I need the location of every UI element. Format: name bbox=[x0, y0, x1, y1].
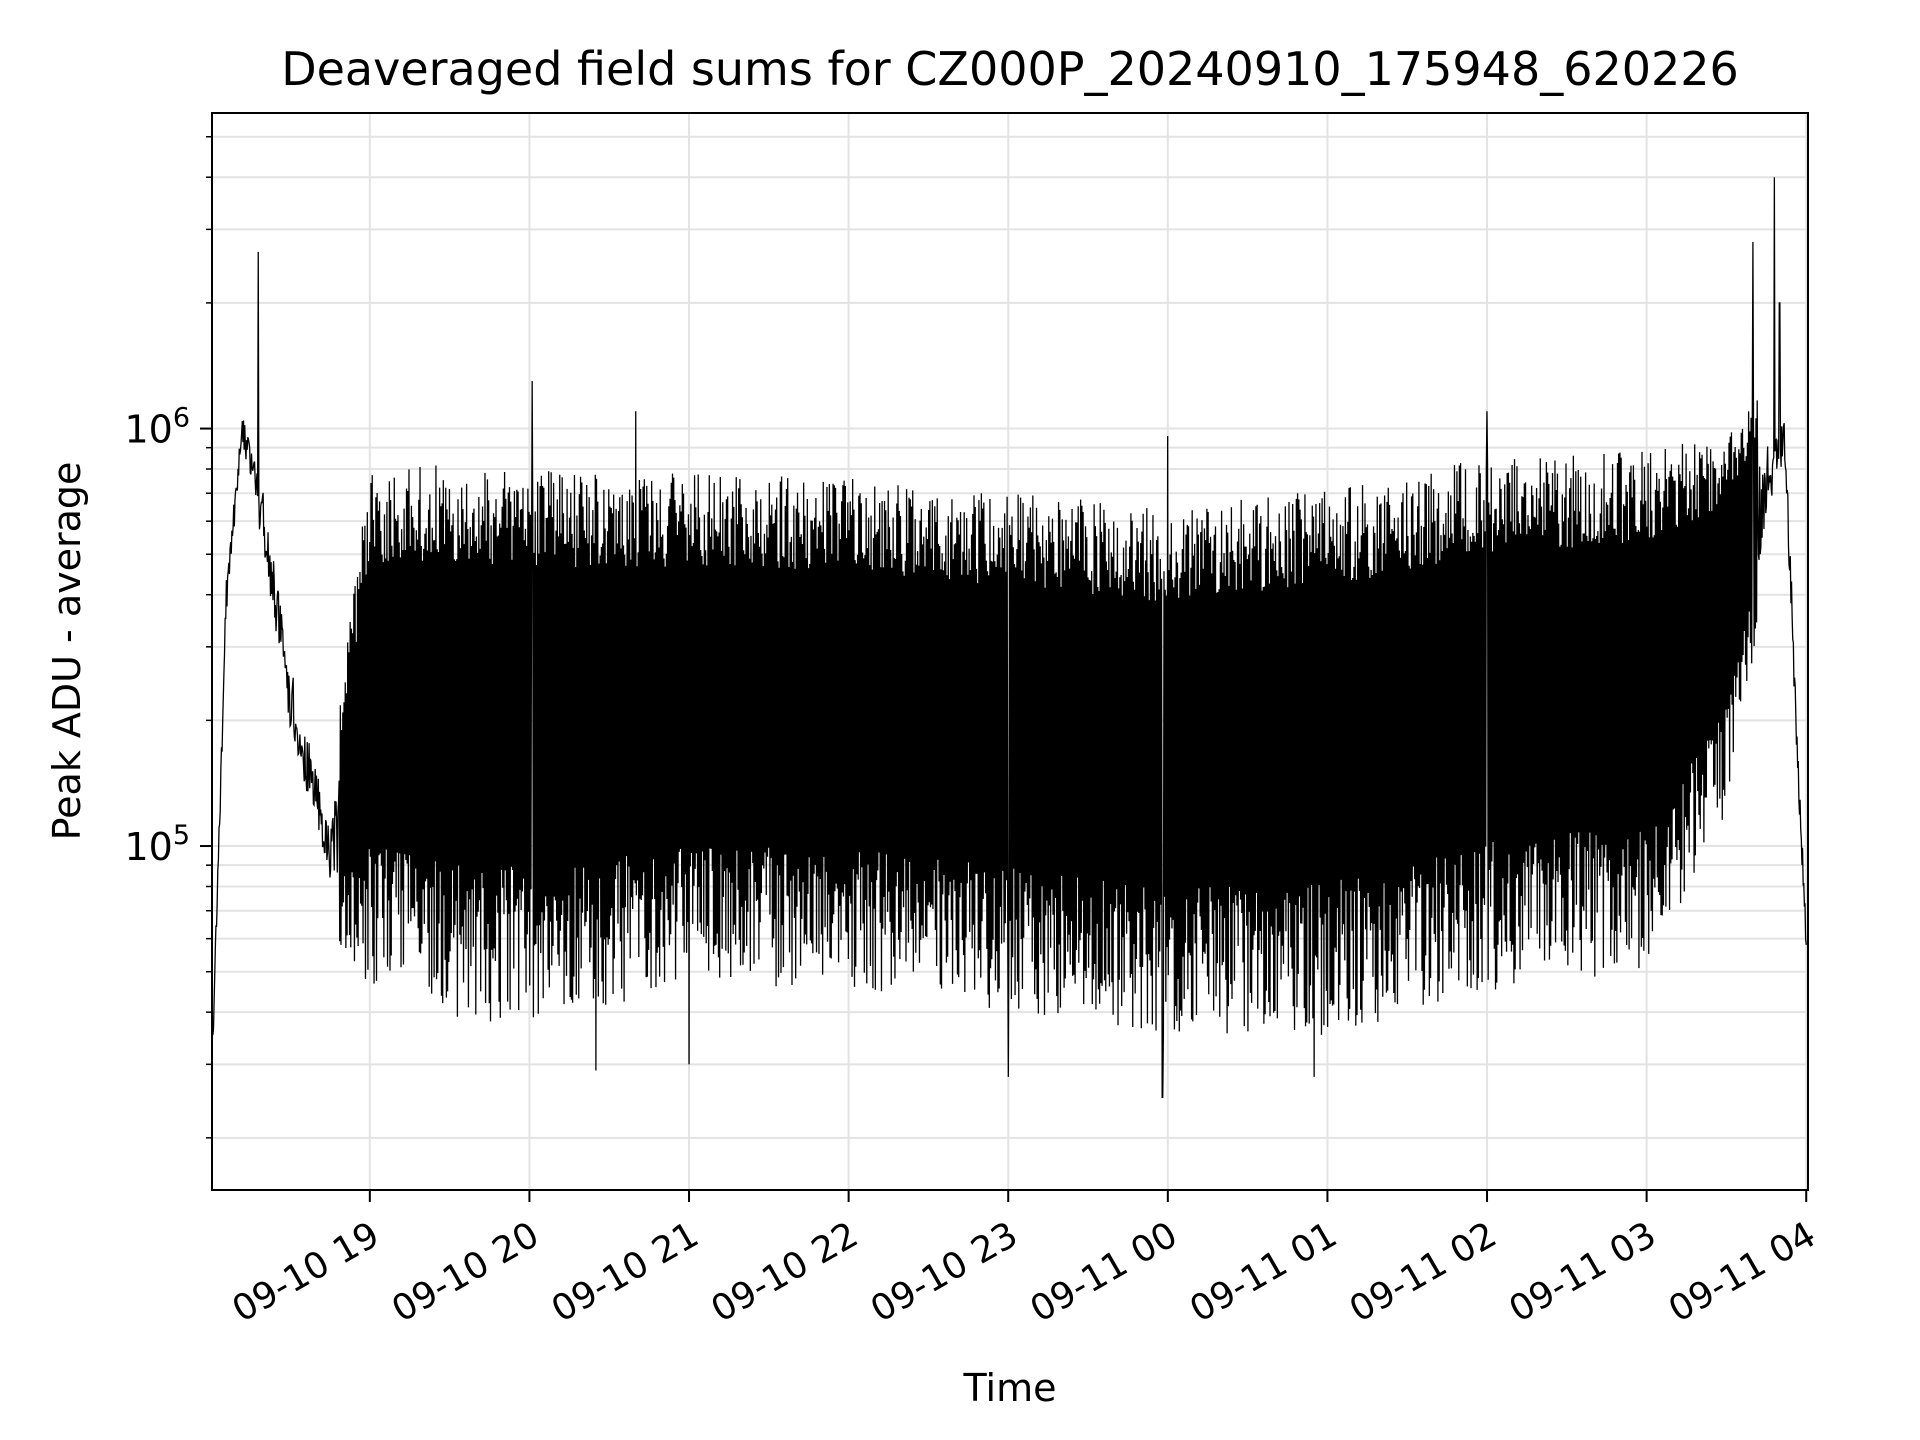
y-axis-label: Peak ADU - average bbox=[45, 462, 89, 841]
plot-area bbox=[212, 177, 1807, 1099]
x-axis-label: Time bbox=[963, 1366, 1057, 1410]
chart-title: Deaveraged field sums for CZ000P_2024091… bbox=[281, 42, 1739, 96]
plot-frame bbox=[211, 112, 1809, 1191]
data-series-line bbox=[212, 177, 1807, 1099]
